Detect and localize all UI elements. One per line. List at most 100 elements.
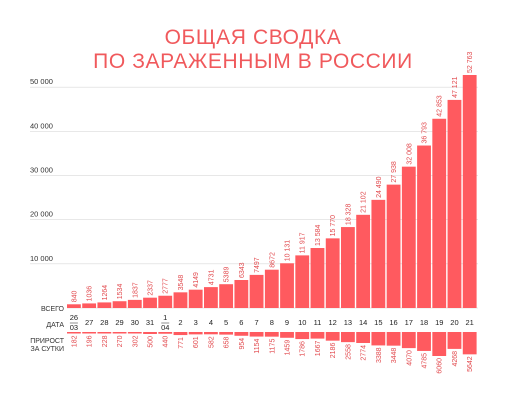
date-label: 2 [178, 318, 182, 327]
total-bar [173, 292, 188, 308]
total-bar [310, 248, 325, 308]
daily-bar [173, 332, 188, 336]
daily-bar [158, 332, 173, 334]
total-bar [462, 75, 477, 308]
date-label: 5 [224, 318, 228, 327]
row-label-daily-line2: ЗА СУТКИ [31, 346, 65, 353]
total-bar [234, 279, 249, 308]
daily-value-label: 4268 [452, 351, 459, 367]
row-label-daily-line1: ПРИРОСТ [30, 338, 65, 345]
daily-value-label: 228 [102, 335, 109, 347]
total-value-label: 13 584 [315, 224, 322, 246]
total-value-label: 840 [71, 291, 78, 303]
daily-value-label: 440 [163, 336, 170, 348]
total-value-label: 52 763 [467, 51, 474, 73]
total-value-label: 32 008 [406, 143, 413, 165]
date-label: 29 [115, 318, 123, 327]
daily-value-label: 658 [224, 337, 231, 349]
daily-bar [356, 332, 371, 343]
y-tick-label: 40 000 [30, 121, 53, 130]
total-value-label: 27 938 [391, 161, 398, 183]
y-tick-label: 10 000 [30, 254, 53, 263]
total-value-label: 1837 [132, 282, 139, 298]
total-bar [143, 297, 157, 308]
date-label: 17 [405, 318, 413, 327]
date-label: 1 [163, 313, 167, 322]
daily-bar [249, 332, 264, 337]
total-bar [219, 284, 234, 308]
total-bar [386, 184, 401, 308]
daily-value-label: 3388 [376, 347, 383, 363]
total-value-label: 36 793 [422, 122, 429, 144]
daily-bar [234, 332, 249, 336]
date-label: 11 [314, 318, 322, 327]
total-bar [325, 238, 340, 308]
date-label: 20 [450, 318, 458, 327]
date-label: 26 [70, 313, 78, 322]
total-bar [417, 145, 431, 308]
daily-bar [341, 332, 355, 343]
daily-value-label: 302 [132, 335, 139, 347]
daily-value-label: 1667 [315, 341, 322, 357]
total-value-label: 24 490 [376, 176, 383, 198]
y-axis-ticks: 10 000 20 000 30 000 40 000 50 000 [30, 77, 53, 263]
date-label: 12 [329, 318, 337, 327]
date-label: 7 [254, 318, 258, 327]
total-value-label: 6343 [239, 262, 246, 278]
date-label: 6 [239, 318, 243, 327]
daily-bar [280, 332, 294, 338]
total-bar [204, 287, 218, 308]
daily-value-label: 6060 [437, 358, 444, 374]
row-label-date: ДАТА [46, 322, 64, 329]
daily-bar [447, 332, 462, 349]
total-value-label: 47 121 [452, 76, 459, 98]
date-label: 18 [420, 318, 428, 327]
daily-bar [204, 332, 218, 335]
date-label: 10 [298, 318, 306, 327]
total-value-label: 42 853 [437, 95, 444, 117]
total-bar [67, 304, 81, 308]
y-tick-label: 20 000 [30, 210, 53, 219]
total-bar [127, 299, 142, 308]
date-label: 28 [100, 318, 108, 327]
total-bar [371, 199, 386, 308]
daily-bar [127, 332, 142, 334]
total-value-label: 2777 [163, 278, 170, 294]
chart-title-line-2: ПО ЗАРАЖЕННЫМ В РОССИИ [93, 50, 413, 73]
total-bar [447, 99, 462, 309]
total-bar [97, 302, 112, 308]
date-label: 3 [194, 318, 198, 327]
y-tick-label: 50 000 [30, 77, 53, 86]
total-bar [249, 274, 264, 308]
daily-value-label: 3448 [391, 348, 398, 364]
daily-value-label: 4070 [406, 350, 413, 366]
date-label: 13 [344, 318, 352, 327]
daily-value-label: 954 [239, 338, 246, 350]
daily-value-label: 582 [208, 336, 215, 348]
daily-bar [325, 332, 340, 341]
total-value-label: 2337 [148, 280, 155, 296]
total-bar [158, 295, 173, 308]
daily-bar [432, 332, 447, 356]
total-bar [112, 301, 127, 308]
total-bars: 840 1036 1264 1534 1837 2337 2777 3548 4149 4731 5… [67, 51, 477, 309]
total-value-label: 1036 [87, 286, 94, 302]
daily-value-label: 601 [193, 336, 200, 348]
daily-bar [264, 332, 279, 337]
daily-value-label: 1786 [300, 341, 307, 357]
daily-value-label: 270 [117, 335, 124, 347]
daily-value-label: 2186 [330, 343, 337, 359]
total-value-label: 4731 [208, 269, 215, 285]
daily-bar [401, 332, 416, 349]
date-label: 15 [374, 318, 382, 327]
daily-bar [97, 332, 112, 334]
daily-bar [371, 332, 386, 346]
daily-value-label: 1154 [254, 338, 261, 353]
total-value-label: 11 917 [300, 232, 307, 253]
row-label-total: ВСЕГО [41, 306, 65, 313]
date-month-label: 04 [161, 323, 169, 332]
daily-value-label: 500 [148, 336, 155, 348]
daily-bar [386, 332, 401, 346]
